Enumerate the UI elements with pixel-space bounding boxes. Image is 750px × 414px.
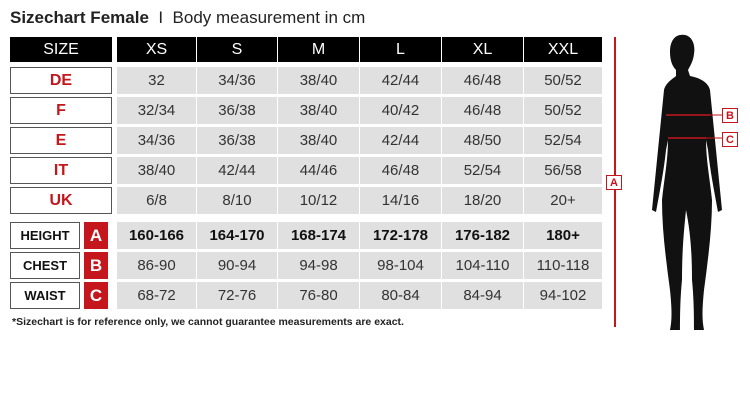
table-cell: 98-104 [360, 252, 441, 279]
table-cell: 160-166 [117, 222, 196, 249]
size-header: SIZE [10, 37, 112, 62]
measurement-letter: C [84, 282, 108, 309]
conversion-label: F [10, 97, 112, 124]
table-cell: 32 [117, 67, 196, 94]
title-subtitle: Body measurement in cm [172, 8, 366, 27]
table-cell: 94-102 [524, 282, 602, 309]
conversion-label: UK [10, 187, 112, 214]
table-cell: 46/48 [360, 157, 441, 184]
table-cell: 6/8 [117, 187, 196, 214]
table-cell: 56/58 [524, 157, 602, 184]
table-cell: 36/38 [197, 127, 277, 154]
title-bold: Sizechart Female [10, 8, 149, 27]
female-silhouette-icon [652, 34, 722, 330]
table-cell: 180+ [524, 222, 602, 249]
table-cell: 50/52 [524, 67, 602, 94]
table-cell: 14/16 [360, 187, 441, 214]
marker-a: A [606, 175, 622, 190]
table-cell: 52/54 [524, 127, 602, 154]
table-cell: 42/44 [360, 67, 441, 94]
marker-c: C [722, 132, 738, 147]
measurement-label: CHEST [10, 252, 80, 279]
measurement-letter: B [84, 252, 108, 279]
conversion-label: DE [10, 67, 112, 94]
table-cell: 168-174 [278, 222, 359, 249]
size-column-header: L [360, 37, 441, 62]
footnote: *Sizechart is for reference only, we can… [12, 316, 404, 328]
size-column-header: XL [442, 37, 523, 62]
title-separator: I [158, 8, 164, 27]
size-column-header: XXL [524, 37, 602, 62]
table-cell: 176-182 [442, 222, 523, 249]
size-column-header: M [278, 37, 359, 62]
table-cell: 40/42 [360, 97, 441, 124]
table-cell: 38/40 [117, 157, 196, 184]
table-cell: 52/54 [442, 157, 523, 184]
table-cell: 32/34 [117, 97, 196, 124]
conversion-label: E [10, 127, 112, 154]
table-cell: 86-90 [117, 252, 196, 279]
size-column-header: S [197, 37, 277, 62]
table-cell: 110-118 [524, 252, 602, 279]
table-cell: 164-170 [197, 222, 277, 249]
measurement-letter: A [84, 222, 108, 249]
conversion-label: IT [10, 157, 112, 184]
table-cell: 46/48 [442, 97, 523, 124]
table-cell: 80-84 [360, 282, 441, 309]
marker-b: B [722, 108, 738, 123]
table-cell: 8/10 [197, 187, 277, 214]
table-cell: 34/36 [197, 67, 277, 94]
table-cell: 42/44 [360, 127, 441, 154]
table-cell: 72-76 [197, 282, 277, 309]
table-cell: 38/40 [278, 97, 359, 124]
table-cell: 68-72 [117, 282, 196, 309]
table-cell: 104-110 [442, 252, 523, 279]
table-cell: 10/12 [278, 187, 359, 214]
table-cell: 34/36 [117, 127, 196, 154]
table-cell: 42/44 [197, 157, 277, 184]
table-cell: 84-94 [442, 282, 523, 309]
table-cell: 38/40 [278, 67, 359, 94]
table-cell: 46/48 [442, 67, 523, 94]
page-title: Sizechart Female I Body measurement in c… [10, 8, 365, 28]
table-cell: 38/40 [278, 127, 359, 154]
size-column-header: XS [117, 37, 196, 62]
table-cell: 94-98 [278, 252, 359, 279]
measurement-label: WAIST [10, 282, 80, 309]
table-cell: 36/38 [197, 97, 277, 124]
table-cell: 90-94 [197, 252, 277, 279]
table-cell: 50/52 [524, 97, 602, 124]
table-cell: 44/46 [278, 157, 359, 184]
table-cell: 20+ [524, 187, 602, 214]
table-cell: 48/50 [442, 127, 523, 154]
table-cell: 172-178 [360, 222, 441, 249]
table-cell: 76-80 [278, 282, 359, 309]
table-cell: 18/20 [442, 187, 523, 214]
measurement-label: HEIGHT [10, 222, 80, 249]
